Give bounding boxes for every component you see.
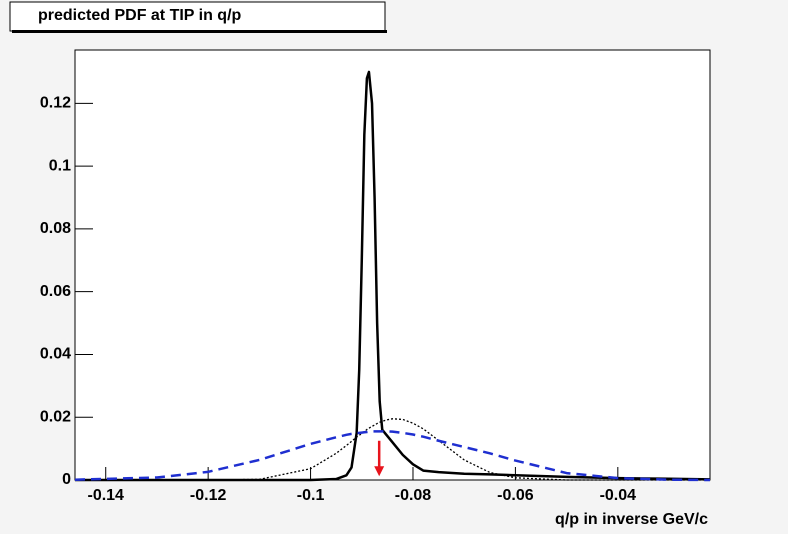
- x-tick-label: -0.14: [87, 487, 124, 504]
- series-line: [74, 430, 711, 482]
- series-line: [75, 418, 710, 481]
- y-tick-label: 0.1: [49, 157, 71, 174]
- title-box: [9, 1, 386, 32]
- x-tick-label: -0.06: [497, 487, 534, 504]
- x-tick-label: -0.1: [297, 487, 325, 504]
- x-tick-label: -0.12: [190, 487, 227, 504]
- y-tick-label: 0.06: [40, 283, 71, 300]
- y-tick-label: 0.04: [40, 346, 71, 363]
- title-shadow: [12, 30, 387, 33]
- x-tick-label: -0.04: [600, 487, 637, 504]
- y-tick-label: 0.02: [40, 408, 71, 425]
- plot-frame: [74, 49, 711, 481]
- x-tick-label: -0.08: [395, 487, 432, 504]
- series-line: [75, 70, 711, 482]
- x-axis-label: q/p in inverse GeV/c: [555, 511, 708, 528]
- chart-title: predicted PDF at TIP in q/p: [38, 7, 242, 24]
- y-tick-label: 0.12: [40, 95, 71, 112]
- y-tick-label: 0.08: [40, 220, 71, 237]
- marker-arrow-head: [374, 466, 385, 477]
- y-tick-label: 0: [62, 471, 71, 488]
